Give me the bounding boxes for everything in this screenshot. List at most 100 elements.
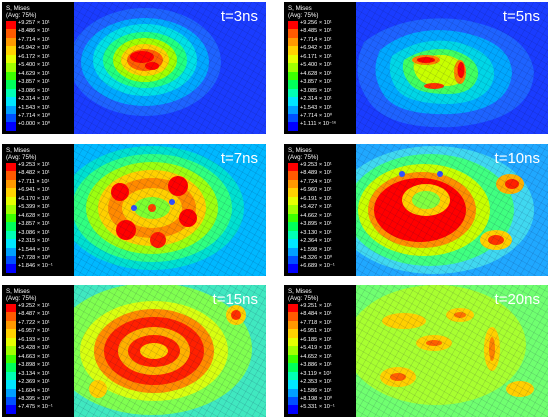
legend-values: +9.256 × 10¹ +8.485 × 10¹ +7.714 × 10¹ +… [300, 19, 336, 129]
legend-value: +4.628 × 10¹ [300, 70, 332, 77]
stress-field-t7 [2, 144, 266, 276]
legend-value: +6.191 × 10¹ [300, 195, 332, 202]
color-swatch [6, 396, 16, 406]
legend-value: +8.395 × 10⁰ [18, 395, 51, 402]
legend-value: +4.662 × 10¹ [300, 212, 332, 219]
color-swatch [288, 371, 298, 381]
color-swatch [6, 37, 16, 47]
color-swatch [288, 171, 298, 180]
color-scale [6, 21, 16, 131]
legend-value: +3.119 × 10¹ [300, 370, 332, 377]
color-swatch [6, 21, 16, 30]
legend-avg: (Avg: 75%) [6, 295, 37, 302]
color-swatch [6, 105, 16, 114]
color-swatch [288, 46, 298, 55]
color-swatch [6, 46, 16, 55]
legend-value: +6.957 × 10¹ [18, 328, 50, 335]
time-label: t=5ns [502, 8, 540, 25]
legend-value: +7.722 × 10¹ [18, 319, 50, 326]
legend-value: +4.629 × 10¹ [18, 70, 50, 77]
color-swatch [288, 304, 298, 313]
color-swatch [6, 71, 16, 81]
legend-value: +6.960 × 10¹ [300, 187, 332, 194]
time-label: t=3ns [220, 8, 258, 25]
time-label: t=7ns [220, 150, 258, 167]
legend-title: S, Mises [288, 147, 312, 154]
legend-value: +2.353 × 10¹ [300, 379, 332, 386]
color-swatch [6, 163, 16, 172]
color-swatch [288, 97, 298, 106]
legend-value: +7.714 × 10¹ [18, 36, 50, 43]
time-label: t=20ns [494, 291, 540, 308]
legend-value: +4.663 × 10¹ [18, 353, 50, 360]
color-swatch [6, 405, 16, 414]
legend-value: +3.130 × 10¹ [300, 229, 332, 236]
color-swatch [6, 213, 16, 223]
color-swatch [6, 371, 16, 381]
legend-value: +3.898 × 10¹ [18, 362, 50, 369]
legend-value: +2.314 × 10¹ [18, 96, 50, 103]
color-swatch [6, 247, 16, 256]
legend-title: S, Mises [6, 5, 30, 12]
legend-title: S, Mises [288, 288, 312, 295]
color-swatch [288, 205, 298, 214]
legend-value: +1.111 × 10⁻¹⁶ [300, 121, 337, 128]
color-swatch [6, 80, 16, 89]
legend-value: +2.315 × 10¹ [18, 238, 50, 245]
color-swatch [6, 222, 16, 231]
color-swatch [6, 63, 16, 72]
color-swatch [6, 264, 16, 273]
legend-value: +3.085 × 10¹ [300, 87, 332, 94]
legend-value: +7.718 × 10¹ [300, 319, 332, 326]
color-swatch [6, 312, 16, 321]
color-swatch [288, 312, 298, 321]
legend-value: +1.598 × 10¹ [300, 246, 332, 253]
color-swatch [6, 88, 16, 98]
legend-values: +9.257 × 10¹ +8.486 × 10¹ +7.714 × 10¹ +… [18, 19, 50, 129]
color-swatch [6, 337, 16, 347]
legend-value: +5.399 × 10¹ [18, 204, 50, 211]
legend-value: +3.857 × 10¹ [18, 79, 50, 86]
legend-value: +8.487 × 10¹ [18, 311, 50, 318]
color-swatch [288, 54, 298, 64]
color-swatch [288, 37, 298, 47]
color-swatch [288, 188, 298, 197]
color-swatch [288, 29, 298, 38]
legend-title: S, Mises [6, 288, 30, 295]
color-swatch [6, 388, 16, 397]
color-swatch [6, 54, 16, 64]
color-scale [6, 304, 16, 414]
color-scale [6, 163, 16, 273]
color-swatch [6, 255, 16, 265]
legend-values: +9.251 × 10¹ +8.484 × 10¹ +7.718 × 10¹ +… [300, 302, 335, 412]
color-swatch [6, 97, 16, 106]
color-swatch [6, 171, 16, 180]
legend-value: +5.400 × 10¹ [300, 62, 332, 69]
legend-value: +7.714 × 10⁰ [18, 112, 51, 119]
legend-value: +9.253 × 10¹ [18, 162, 50, 168]
legend-value: +6.171 × 10¹ [300, 53, 332, 60]
legend-value: +6.193 × 10¹ [18, 336, 50, 343]
legend-value: +2.314 × 10¹ [300, 96, 332, 103]
legend-value: +9.257 × 10¹ [18, 20, 50, 26]
legend-value: +8.489 × 10¹ [300, 170, 332, 177]
legend-value: +2.364 × 10¹ [300, 238, 332, 245]
legend-value: +8.486 × 10¹ [18, 28, 50, 35]
legend-value: +3.134 × 10¹ [18, 370, 50, 377]
legend-value: +8.484 × 10¹ [300, 311, 332, 318]
legend-value: +5.331 × 10⁻¹ [300, 404, 335, 411]
legend-avg: (Avg: 75%) [6, 154, 37, 161]
color-scale [288, 304, 298, 414]
legend-values: +9.253 × 10¹ +8.482 × 10¹ +7.711 × 10¹ +… [18, 161, 53, 271]
legend-value: +6.942 × 10¹ [18, 45, 50, 52]
color-swatch [6, 188, 16, 197]
color-swatch [6, 380, 16, 389]
color-swatch [6, 113, 16, 123]
color-scale [288, 21, 298, 131]
legend-value: +9.252 × 10¹ [18, 303, 50, 309]
contour-panel-t20: S, Mises (Avg: 75%) +9.251 × 10¹ +8.484 … [284, 285, 548, 417]
color-swatch [288, 105, 298, 114]
color-swatch [288, 396, 298, 406]
color-swatch [288, 196, 298, 206]
color-swatch [288, 264, 298, 273]
